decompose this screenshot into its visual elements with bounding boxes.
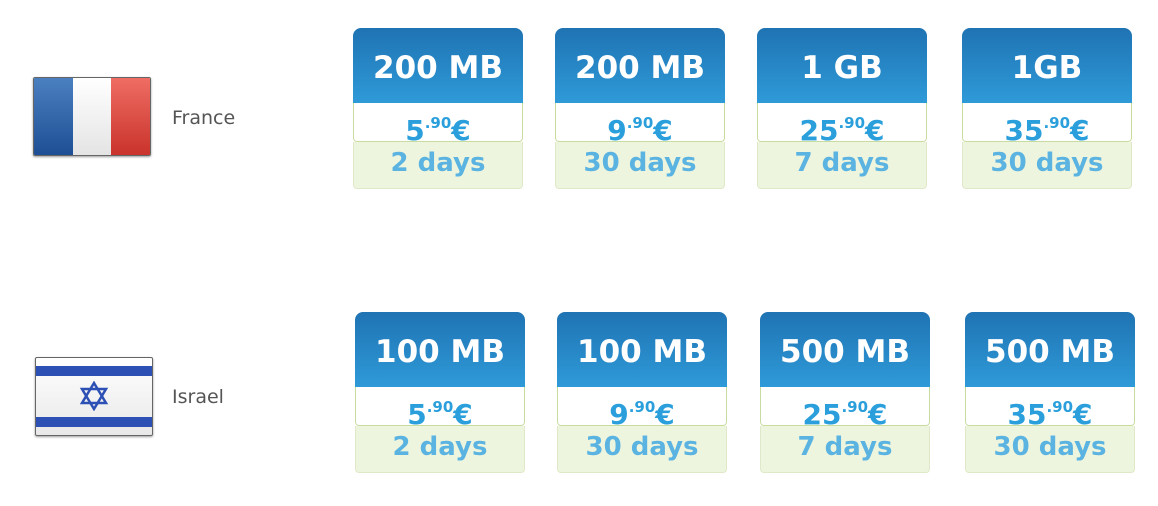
price-main: 9 xyxy=(607,114,627,147)
plan-data-amount: 500 MB xyxy=(965,312,1135,387)
price-main: 35 xyxy=(1004,114,1044,147)
plan-price: 25.90€ xyxy=(760,387,930,431)
currency: € xyxy=(1073,398,1093,431)
plan-card[interactable]: 500 MB 35.90€ 30 days xyxy=(965,312,1135,474)
price-main: 35 xyxy=(1007,398,1047,431)
price-cents: .90 xyxy=(424,114,452,132)
plan-data-amount: 1GB xyxy=(962,28,1132,103)
price-cents: .90 xyxy=(841,398,869,416)
plan-duration: 30 days xyxy=(965,426,1135,473)
plan-data-amount: 100 MB xyxy=(557,312,727,387)
plan-duration: 30 days xyxy=(557,426,727,473)
currency: € xyxy=(1070,114,1090,147)
plan-card[interactable]: 100 MB 5.90€ 2 days xyxy=(355,312,525,474)
plan-price: 9.90€ xyxy=(555,103,725,147)
plan-price: 5.90€ xyxy=(355,387,525,431)
plan-price: 9.90€ xyxy=(557,387,727,431)
currency: € xyxy=(865,114,885,147)
price-cents: .90 xyxy=(426,398,454,416)
plan-card[interactable]: 100 MB 9.90€ 30 days xyxy=(557,312,727,474)
price-cents: .90 xyxy=(628,398,656,416)
price-cents: .90 xyxy=(626,114,654,132)
currency: € xyxy=(868,398,888,431)
currency: € xyxy=(451,114,471,147)
plan-duration: 7 days xyxy=(757,142,927,189)
plan-card[interactable]: 200 MB 9.90€ 30 days xyxy=(555,28,725,190)
price-main: 5 xyxy=(405,114,425,147)
plan-card[interactable]: 500 MB 25.90€ 7 days xyxy=(760,312,930,474)
plan-card[interactable]: 1 GB 25.90€ 7 days xyxy=(757,28,927,190)
star-of-david-icon xyxy=(79,381,109,411)
plan-data-amount: 1 GB xyxy=(757,28,927,103)
plan-duration: 7 days xyxy=(760,426,930,473)
plan-data-amount: 500 MB xyxy=(760,312,930,387)
plan-price: 35.90€ xyxy=(962,103,1132,147)
france-flag xyxy=(33,77,151,156)
price-cents: .90 xyxy=(1043,114,1071,132)
plan-duration: 2 days xyxy=(353,142,523,189)
price-main: 25 xyxy=(802,398,842,431)
israel-flag xyxy=(35,357,153,436)
plan-duration: 30 days xyxy=(962,142,1132,189)
price-cents: .90 xyxy=(838,114,866,132)
plan-duration: 30 days xyxy=(555,142,725,189)
plan-card[interactable]: 1GB 35.90€ 30 days xyxy=(962,28,1132,190)
price-cents: .90 xyxy=(1046,398,1074,416)
currency: € xyxy=(653,114,673,147)
currency: € xyxy=(453,398,473,431)
price-main: 5 xyxy=(407,398,427,431)
plan-price: 35.90€ xyxy=(965,387,1135,431)
currency: € xyxy=(655,398,675,431)
plan-duration: 2 days xyxy=(355,426,525,473)
plan-data-amount: 200 MB xyxy=(555,28,725,103)
price-main: 9 xyxy=(609,398,629,431)
plan-data-amount: 100 MB xyxy=(355,312,525,387)
plan-price: 5.90€ xyxy=(353,103,523,147)
country-label-israel: Israel xyxy=(172,386,224,408)
price-main: 25 xyxy=(799,114,839,147)
plan-data-amount: 200 MB xyxy=(353,28,523,103)
plan-price: 25.90€ xyxy=(757,103,927,147)
plan-card[interactable]: 200 MB 5.90€ 2 days xyxy=(353,28,523,190)
country-label-france: France xyxy=(172,107,236,129)
